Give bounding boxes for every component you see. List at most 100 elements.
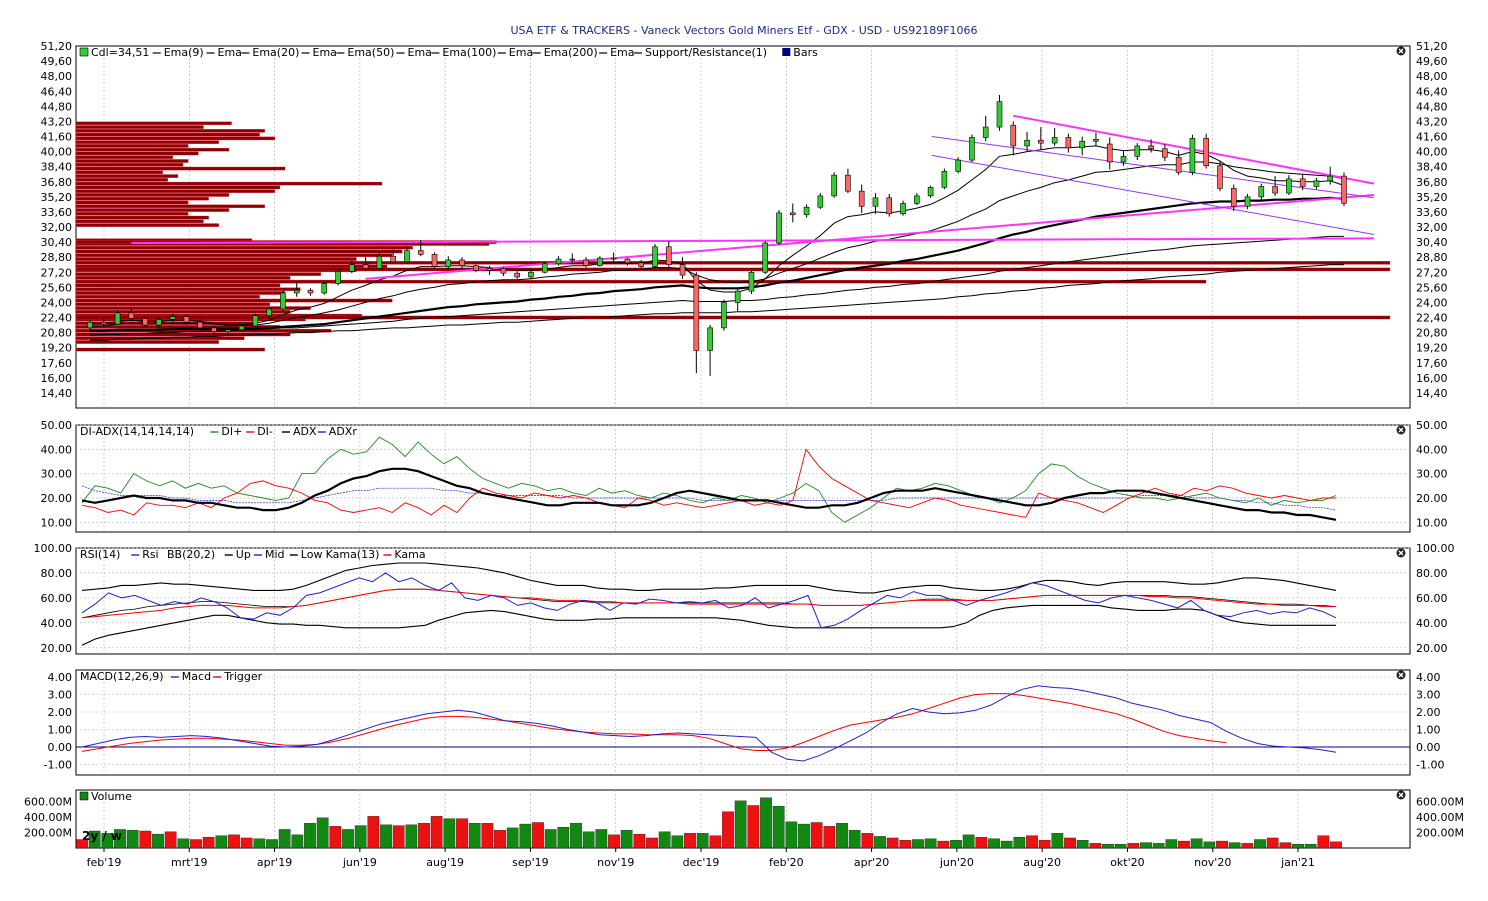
volume-bar-down [899,840,912,849]
volume-bar-up [924,838,937,849]
y-tick-right: 30,40 [1416,236,1448,249]
panel-frame [75,45,1411,409]
candle-down [858,190,865,207]
y-tick-left: 35,20 [41,191,73,204]
close-icon-cross [1398,48,1404,54]
volume-profile-bar [75,249,403,254]
legend-label: DI+ [221,425,242,438]
volume-bar-down [329,826,342,849]
y-tick-right: 16,00 [1416,372,1448,385]
volume-profile-bar [75,121,232,126]
candle-up [486,268,493,271]
y-tick-left: 16,00 [41,372,73,385]
candle-up [1189,138,1196,173]
volume-bar-down [709,835,722,849]
y-tick-left: 20.00 [41,492,73,505]
y-tick-right: 30.00 [1416,468,1448,481]
close-icon[interactable] [1396,670,1406,680]
y-tick-left: 49,60 [41,55,73,68]
y-tick-right: 1.00 [1416,724,1441,737]
candle-up [404,250,410,263]
y-tick-right: 200.00M [1416,827,1464,840]
legend-label: Ema(200) [544,46,598,59]
y-tick-left: 33,60 [41,206,73,219]
volume-bar-up [266,839,278,849]
close-icon-cross [1398,792,1404,798]
volume-profile-bar [75,245,413,250]
legend-label: Volume [91,790,132,803]
panel-frame [75,547,1411,655]
ema100-line [89,235,1344,336]
legend-label: DI- [257,425,273,438]
volume-bar-down [886,837,899,849]
y-tick-left: 38,40 [41,161,73,174]
panel-frame [75,669,1411,776]
volume-bar-up [152,833,164,849]
panel-1: 14,40 14,40 16,00 16,00 17,60 17,60 19,20 19,20… [41,40,1448,409]
y-tick-left: 400.00M [24,811,72,824]
candle-up [1079,140,1085,149]
volume-bar-down [1216,840,1228,849]
volume-bar-down [633,833,646,849]
close-icon[interactable] [1396,425,1406,435]
y-tick-left: 25,60 [41,281,73,294]
candle-up [1093,139,1099,142]
candle-down [610,257,617,260]
candle-down [1217,165,1223,189]
y-tick-right: 40.00 [1416,443,1448,456]
candle-up [1244,196,1251,207]
candle-up [169,316,176,320]
close-icon[interactable] [1396,790,1406,800]
y-tick-left: 28,80 [41,251,73,264]
candle-up [1120,155,1127,163]
close-icon[interactable] [1396,46,1406,56]
x-tick-label: jun'20 [939,856,974,869]
legend-label: Trigger [223,670,262,683]
legend-label: Support/Resistance(1) [645,46,767,59]
y-tick-right: 43,20 [1416,115,1448,128]
candles [87,95,1347,376]
volume-bar-down [747,805,760,849]
candle-down [142,318,148,326]
candle-down [1175,156,1182,173]
volume-bar-up [101,833,114,849]
candle-up [597,257,603,266]
y-tick-right: 19,20 [1416,342,1448,355]
ema200-line [90,264,1344,341]
y-tick-right: 20.00 [1416,492,1448,505]
y-tick-left: 20.00 [41,642,73,655]
volume-bar-up [1140,842,1152,849]
legend-label: Mid [265,548,285,561]
rsi-line [81,572,1337,629]
candle-up [541,263,548,273]
volume-bar-down [1089,843,1102,849]
y-tick-right: 48,00 [1416,70,1448,83]
volume-profile-bar [75,132,260,137]
volume-bar-up [696,833,709,849]
panel-5: 200.00M 200.00M 400.00M 400.00M 600.00M 600.0… [24,789,1464,849]
volume-bar-up [760,797,772,849]
legend-label: Kama(13) [326,548,380,561]
volume-bar-down [139,830,152,849]
support-resistance-line [131,237,1375,245]
y-tick-right: 17,60 [1416,357,1448,370]
legend-label: BB(20,2) [167,548,215,561]
ema50-line [90,196,1345,332]
close-icon[interactable] [1396,548,1406,558]
volume-bar-down [975,837,988,849]
volume-bar-down [861,833,874,849]
candle-down [417,250,424,255]
volume-bar-up [215,835,228,849]
volume-bar-up [658,831,671,849]
legend-label: ADX [293,425,317,438]
volume-profile-bar [75,193,230,197]
volume-profile-bar [75,302,270,307]
volume-profile-bar [75,144,189,148]
volume-bars [76,797,1342,849]
volume-bar-up [1228,842,1241,849]
adx-legend: DI-ADX(14,14,14,14) DI+ DI- ADX ADXr [80,425,357,438]
close-icon-cross [1398,550,1404,556]
y-tick-left: 51,20 [41,40,73,53]
candle-up [776,212,782,244]
legend-label: Bars [793,46,818,59]
